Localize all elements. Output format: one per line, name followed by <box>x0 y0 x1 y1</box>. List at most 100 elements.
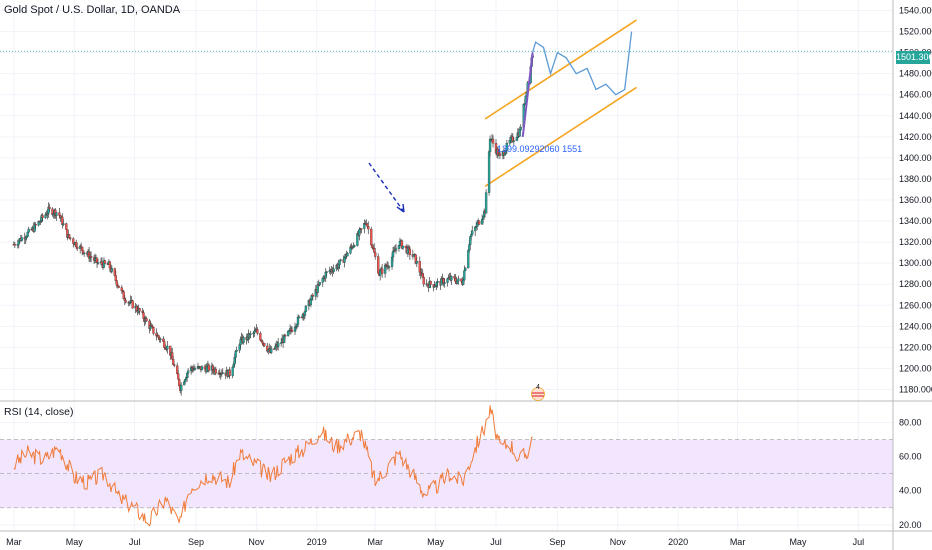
arrow-line <box>368 162 405 213</box>
flag-badge: 4 <box>536 384 540 391</box>
candle-up <box>446 278 449 283</box>
candle-down <box>374 252 377 257</box>
candle-up <box>339 259 342 261</box>
candle-down <box>13 244 17 246</box>
candle-down <box>429 281 432 285</box>
rsi-tick-label: 80.00 <box>899 417 922 427</box>
price-tick-label: 1320.000 <box>899 237 932 247</box>
candle-down <box>138 308 141 312</box>
candle-down <box>422 277 425 285</box>
rsi-line <box>13 405 533 527</box>
candle-down <box>69 237 72 239</box>
candle-down <box>367 226 370 230</box>
candle-up <box>221 372 224 374</box>
price-axis[interactable]: 1180.000 1200.000 1220.000 1240.000 1260.000… <box>899 6 932 395</box>
candle-up <box>325 271 328 273</box>
candle-down <box>68 234 71 238</box>
candle-up <box>332 268 335 272</box>
candle-up <box>443 282 446 284</box>
rsi-axis[interactable]: 20.00 40.00 60.00 80.00 <box>899 417 922 529</box>
last-price-label: 1501.306 <box>896 51 932 64</box>
projection[interactable] <box>521 31 633 137</box>
candle-up <box>505 143 509 151</box>
candle-up <box>62 223 65 226</box>
candle-up <box>166 345 169 350</box>
time-tick-label: Sep <box>549 537 565 547</box>
candle-up <box>186 370 190 374</box>
candle-up <box>353 245 356 247</box>
candle-down <box>498 153 502 156</box>
candle-down <box>34 224 37 226</box>
price-tick-label: 1520.000 <box>899 27 932 37</box>
candle-up <box>387 266 391 268</box>
time-tick-label: Mar <box>6 537 22 547</box>
price-tick-label: 1400.000 <box>899 153 932 163</box>
candle-up <box>394 248 398 251</box>
candle-up <box>415 261 418 264</box>
time-tick-label: Jul <box>490 537 502 547</box>
candle-down <box>177 373 180 380</box>
candle-up <box>231 366 234 376</box>
candle-up <box>379 270 382 276</box>
price-tick-label: 1360.000 <box>899 195 932 205</box>
candle-down <box>256 329 259 334</box>
rsi-level-lines <box>0 439 893 509</box>
event-flag[interactable]: 4 <box>531 384 545 401</box>
candle-down <box>65 223 68 230</box>
candle-down <box>259 333 262 341</box>
candle-up <box>436 281 439 283</box>
time-axis[interactable]: Mar May Jul Sep Nov 2019 Mar May Jul Sep Nov 2020 Ma… <box>6 537 864 547</box>
time-tick-label: Nov <box>248 537 265 547</box>
time-tick-label: Jul <box>129 537 141 547</box>
candle-up <box>519 127 522 130</box>
candle-down <box>380 268 384 274</box>
candle-up <box>270 348 273 353</box>
time-tick-label: 2020 <box>668 537 688 547</box>
candle-down <box>311 294 314 297</box>
trend-channel[interactable] <box>484 19 638 187</box>
candle-down <box>207 364 211 371</box>
price-tick-label: 1480.000 <box>899 69 932 79</box>
candle-down <box>152 327 155 334</box>
candle-down <box>117 285 120 288</box>
time-tick-label: May <box>789 537 807 547</box>
candle-up <box>249 333 252 335</box>
trend-arrow[interactable] <box>368 162 405 213</box>
candle-up <box>346 253 349 257</box>
candles <box>12 53 534 396</box>
price-tick-label: 1260.000 <box>899 300 932 310</box>
candle-up <box>200 366 204 371</box>
candle-up <box>463 270 466 281</box>
candle-down <box>370 228 373 246</box>
candle-up <box>450 276 453 281</box>
candle-up <box>401 245 405 249</box>
price-tick-label: 1340.000 <box>899 216 932 226</box>
candle-down <box>89 256 93 258</box>
candle-down <box>478 220 481 225</box>
candle-down <box>103 260 107 264</box>
candle-up <box>316 284 319 293</box>
time-tick-label: Sep <box>188 537 204 547</box>
candle-up <box>193 368 197 370</box>
candle-up <box>297 316 301 319</box>
price-tick-label: 1420.000 <box>899 132 932 142</box>
candle-up <box>277 342 280 347</box>
candle-up <box>464 267 467 271</box>
price-tick-label: 1240.000 <box>899 321 932 331</box>
channel-line <box>484 86 638 187</box>
annotation-text[interactable]: 1399.09292060 1551 <box>497 144 582 154</box>
candle-up <box>280 342 283 344</box>
time-tick-label: May <box>427 537 445 547</box>
candle-down <box>81 246 84 251</box>
price-tick-label: 1380.000 <box>899 174 932 184</box>
candle-down <box>48 206 51 210</box>
candle-down <box>228 369 231 376</box>
candle-up <box>242 337 245 343</box>
price-tick-label: 1220.000 <box>899 342 932 352</box>
candle-down <box>283 335 287 337</box>
price-tick-label: 1300.000 <box>899 258 932 268</box>
time-tick-label: Jul <box>853 537 865 547</box>
candle-down <box>290 329 294 332</box>
